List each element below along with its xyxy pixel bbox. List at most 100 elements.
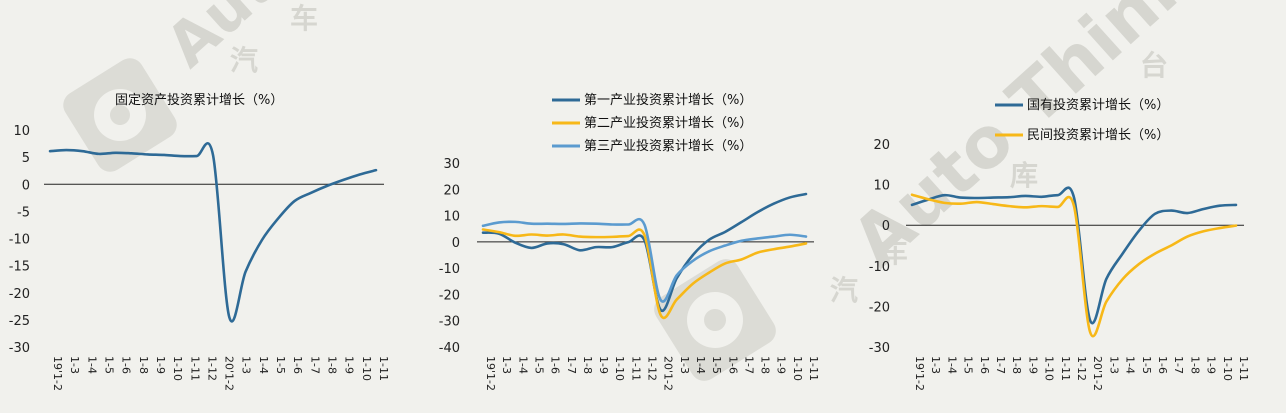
- legend-item: 民间投资累计增长（%）: [995, 127, 1169, 143]
- x-tick-label: 1-8: [581, 356, 594, 374]
- x-tick-label: 1-3: [240, 356, 253, 374]
- y-tick-label: -10: [869, 260, 890, 275]
- y-tick-label: 0: [882, 219, 890, 234]
- x-tick-label: 1-8: [326, 356, 339, 374]
- x-tick-label: 1-5: [532, 356, 545, 374]
- x-tick-label: 1-12: [205, 356, 218, 381]
- x-tick-label: 1-4: [85, 356, 98, 374]
- x-tick-label: 1-5: [274, 356, 287, 374]
- series-line-2: [910, 193, 1238, 338]
- legend-item: 固定资产投资累计增长（%）: [115, 92, 283, 108]
- x-tick-label: 1-11: [629, 356, 642, 381]
- x-tick-label: 20'1-2: [662, 356, 675, 391]
- x-tick-label: 1-11: [188, 356, 201, 381]
- x-tick-label: 1-10: [613, 356, 626, 381]
- y-tick-label: -20: [439, 288, 460, 303]
- series-line-1: [48, 142, 378, 323]
- series-line-2: [481, 228, 808, 320]
- x-tick-label: 1-5: [102, 356, 115, 374]
- y-tick-label: 0: [22, 178, 30, 193]
- x-tick-label: 1-4: [694, 356, 707, 374]
- x-tick-label: 19'1-2: [913, 356, 926, 391]
- x-tick-label: 1-6: [549, 356, 562, 374]
- x-tick-label: 1-10: [360, 356, 373, 381]
- x-tick-label: 1-7: [994, 356, 1007, 374]
- x-tick-label: 1-9: [1026, 356, 1039, 374]
- x-tick-label: 1-6: [120, 356, 133, 374]
- x-tick-label: 1-7: [565, 356, 578, 374]
- series-line-1: [481, 192, 808, 313]
- legend-label: 第二产业投资累计增长（%）: [584, 115, 752, 131]
- x-tick-label: 1-4: [516, 356, 529, 374]
- x-tick-label: 1-9: [597, 356, 610, 374]
- series-line-1: [910, 186, 1238, 325]
- x-tick-label: 1-7: [1172, 356, 1185, 374]
- x-tick-label: 1-5: [1140, 356, 1153, 374]
- legend-item: 第三产业投资累计增长（%）: [552, 138, 752, 154]
- x-tick-label: 19'1-2: [51, 356, 64, 391]
- x-tick-label: 1-9: [154, 356, 167, 374]
- x-tick-label: 1-11: [377, 356, 390, 381]
- y-tick-label: -20: [869, 300, 890, 315]
- chart-panel-1: 10 5 0 -5 -10 -15 -20 -25 -30 19'1-2 1-3 1-4 1-5 1-6 1…: [9, 92, 390, 391]
- x-tick-label: 1-7: [308, 356, 321, 374]
- x-tick-label: 1-3: [68, 356, 81, 374]
- x-tick-label: 1-5: [710, 356, 723, 374]
- x-tick-label: 1-3: [500, 356, 513, 374]
- y-tick-label: -15: [9, 260, 30, 275]
- watermark-logo-icon: [654, 259, 776, 381]
- y-tick-label: 10: [443, 210, 460, 225]
- x-tick-label: 1-10: [791, 356, 804, 381]
- watermark-char: 汽: [830, 274, 858, 307]
- legend-item: 国有投资累计增长（%）: [995, 97, 1169, 113]
- y-tick-label: -10: [439, 262, 460, 277]
- x-tick-label: 1-12: [646, 356, 659, 381]
- y-tick-label: 20: [443, 183, 460, 198]
- legend-label: 国有投资累计增长（%）: [1027, 97, 1169, 113]
- x-tick-label: 1-3: [1107, 356, 1120, 374]
- legend-item: 第一产业投资累计增长（%）: [552, 92, 752, 108]
- y-tick-label: -30: [439, 315, 460, 330]
- x-tick-label: 1-6: [978, 356, 991, 374]
- x-tick-label: 1-6: [291, 356, 304, 374]
- x-tick-label: 1-9: [343, 356, 356, 374]
- watermark-char: 车: [290, 2, 318, 35]
- x-tick-label: 20'1-2: [223, 356, 236, 391]
- y-tick-label: 10: [873, 179, 890, 194]
- watermark-char: 车: [880, 236, 908, 269]
- x-tick-label: 1-9: [775, 356, 788, 374]
- x-tick-label: 1-11: [1237, 356, 1250, 381]
- y-tick-label: -5: [17, 205, 30, 220]
- watermark-char: 台: [1140, 49, 1168, 82]
- x-tick-label: 1-9: [1205, 356, 1218, 374]
- x-tick-label: 1-3: [929, 356, 942, 374]
- x-tick-label: 1-6: [726, 356, 739, 374]
- y-tick-label: -30: [869, 341, 890, 356]
- x-tick-label: 1-5: [962, 356, 975, 374]
- y-tick-label: 5: [22, 151, 30, 166]
- y-tick-label: 0: [452, 236, 460, 251]
- x-tick-label: 1-12: [1075, 356, 1088, 381]
- y-tick-label: 10: [13, 124, 30, 139]
- x-tick-label: 1-10: [1043, 356, 1056, 381]
- legend-label: 民间投资累计增长（%）: [1027, 127, 1169, 143]
- y-tick-label: 20: [873, 138, 890, 153]
- x-tick-label: 1-4: [1124, 356, 1137, 374]
- legend-label: 第一产业投资累计增长（%）: [584, 92, 752, 108]
- y-tick-label: -10: [9, 233, 30, 248]
- y-tick-label: 30: [443, 157, 460, 172]
- y-tick-label: -30: [9, 341, 30, 356]
- x-tick-label: 19'1-2: [484, 356, 497, 391]
- legend-label: 固定资产投资累计增长（%）: [115, 92, 283, 108]
- watermark: Auto Thinker Auto Thinker 汽 车 汽 车 库 台: [63, 0, 1269, 381]
- x-tick-label: 1-8: [1010, 356, 1023, 374]
- x-tick-label: 1-11: [1059, 356, 1072, 381]
- x-tick-label: 1-6: [1156, 356, 1169, 374]
- watermark-brand-left: Auto Thinker: [153, 0, 524, 81]
- x-tick-label: 1-3: [678, 356, 691, 374]
- legend-label: 第三产业投资累计增长（%）: [584, 138, 752, 154]
- x-tick-label: 1-11: [807, 356, 820, 381]
